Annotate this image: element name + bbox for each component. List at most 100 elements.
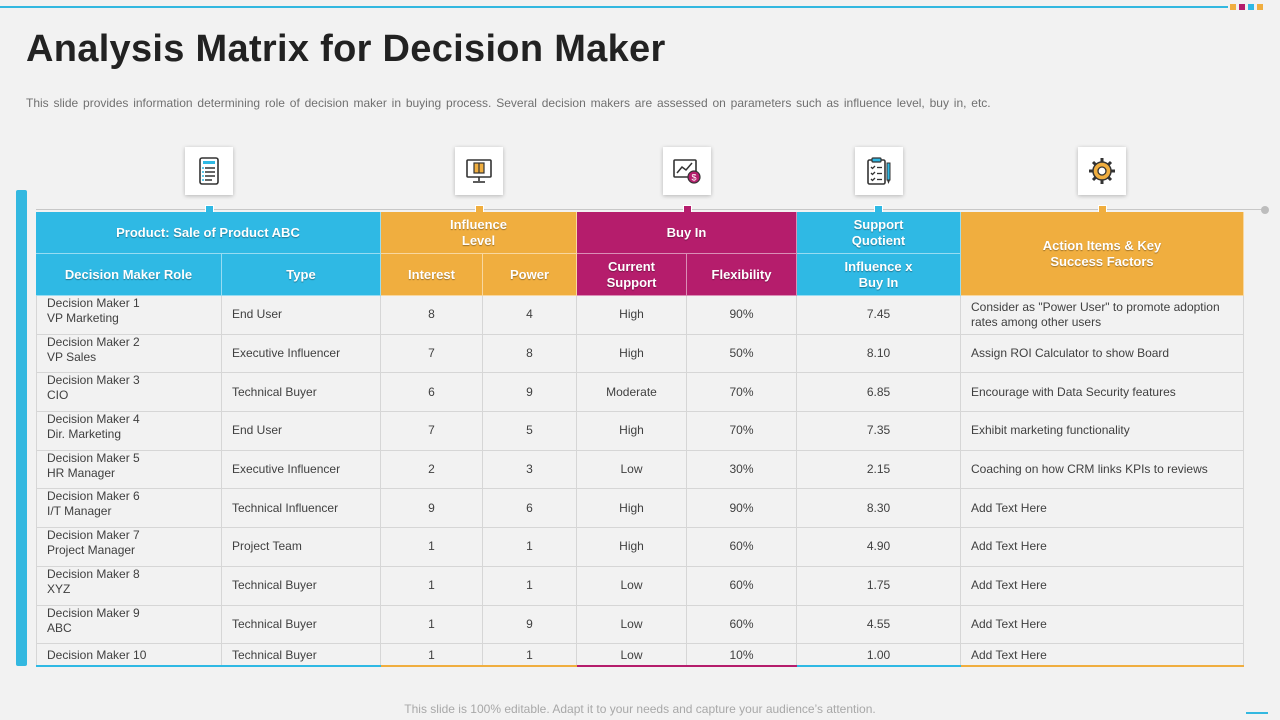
cell-interest: 1 [381, 644, 483, 668]
cell-support: High [577, 528, 687, 567]
cell-type: Project Team [222, 528, 381, 567]
header-action-items-text: Action Items & Key Success Factors [1042, 237, 1162, 269]
decision-maker-name: Decision Maker 9 [47, 605, 140, 620]
cell-action: Exhibit marketing functionality [961, 412, 1244, 451]
cell-quotient: 4.90 [797, 528, 961, 567]
header-flexibility: Flexibility [687, 254, 797, 296]
cell-flex: 50% [687, 334, 797, 374]
chart-money-icon: $ [663, 147, 711, 195]
decision-maker-name: Decision Maker 8 [47, 566, 140, 581]
cell-role: Decision Maker 8 XYZ [36, 566, 222, 606]
cell-power: 5 [483, 412, 577, 451]
cell-action: Add Text Here [961, 605, 1244, 645]
cell-support: Low [577, 644, 687, 668]
header-influence-x-buy-in: Influence x Buy In [797, 254, 961, 296]
cell-action: Add Text Here [961, 644, 1244, 668]
cell-type: Executive Influencer [222, 334, 381, 374]
decision-maker-title: CIO [47, 388, 69, 403]
header-action-items: Action Items & Key Success Factors [961, 212, 1244, 296]
decision-maker-title: VP Marketing [47, 311, 119, 325]
decision-maker-title: I/T Manager [47, 504, 112, 519]
cell-interest: 8 [381, 296, 483, 335]
cell-action: Encourage with Data Security features [961, 373, 1244, 413]
cell-power: 9 [483, 373, 577, 413]
cell-power: 9 [483, 605, 577, 645]
decision-maker-name: Decision Maker 4 [47, 412, 140, 427]
cell-type: End User [222, 412, 381, 451]
svg-text:$: $ [691, 173, 696, 183]
cell-type: Executive Influencer [222, 450, 381, 490]
cell-quotient: 8.30 [797, 489, 961, 529]
gear-head-icon [1078, 147, 1126, 195]
cell-action: Add Text Here [961, 528, 1244, 567]
top-accent-dots [1230, 4, 1263, 10]
cell-flex: 70% [687, 412, 797, 451]
decision-maker-name: Decision Maker 10 [47, 648, 147, 663]
decision-maker-title: HR Manager [47, 465, 116, 480]
cell-support: Low [577, 605, 687, 645]
header-buy-in: Buy In [577, 212, 797, 254]
cell-interest: 7 [381, 334, 483, 374]
cell-support: Moderate [577, 373, 687, 413]
cell-support: High [577, 334, 687, 374]
document-list-icon [185, 147, 233, 195]
cell-interest: 2 [381, 450, 483, 490]
decision-maker-name: Decision Maker 1 [47, 296, 140, 310]
top-accent-line [0, 6, 1228, 8]
corner-accent-line [1246, 712, 1268, 714]
decision-maker-name: Decision Maker 5 [47, 450, 140, 465]
cell-quotient: 1.75 [797, 566, 961, 606]
cell-support: Low [577, 566, 687, 606]
cell-flex: 90% [687, 489, 797, 529]
decision-maker-name: Decision Maker 7 [47, 528, 140, 543]
cell-flex: 90% [687, 296, 797, 335]
cell-action: Add Text Here [961, 566, 1244, 606]
cell-interest: 1 [381, 605, 483, 645]
page-subtitle: This slide provides information determin… [26, 96, 991, 110]
decision-maker-name: Decision Maker 3 [47, 373, 140, 388]
header-power: Power [483, 254, 577, 296]
cell-power: 1 [483, 528, 577, 567]
header-influence-level-text: Influence Level [449, 216, 508, 248]
decision-maker-title: VP Sales [47, 349, 97, 364]
cell-flex: 60% [687, 566, 797, 606]
cell-interest: 1 [381, 566, 483, 606]
cell-interest: 7 [381, 412, 483, 451]
cell-flex: 70% [687, 373, 797, 413]
cell-quotient: 2.15 [797, 450, 961, 490]
cell-type: Technical Influencer [222, 489, 381, 529]
cell-quotient: 6.85 [797, 373, 961, 413]
header-product: Product: Sale of Product ABC [36, 212, 381, 254]
cell-power: 6 [483, 489, 577, 529]
cell-quotient: 7.35 [797, 412, 961, 451]
cell-role: Decision Maker 9 ABC [36, 605, 222, 645]
cell-role: Decision Maker 6 I/T Manager [36, 489, 222, 529]
connector-line [36, 209, 1264, 210]
monitor-box-icon [455, 147, 503, 195]
cell-flex: 30% [687, 450, 797, 490]
cell-interest: 9 [381, 489, 483, 529]
cell-support: High [577, 296, 687, 335]
cell-flex: 10% [687, 644, 797, 668]
cell-action: Add Text Here [961, 489, 1244, 529]
header-role: Decision Maker Role [36, 254, 222, 296]
cell-role: Decision Maker 1 VP Marketing [36, 296, 222, 335]
decision-maker-title: ABC [47, 620, 72, 635]
cell-power: 3 [483, 450, 577, 490]
decision-maker-title: XYZ [47, 581, 71, 596]
cell-action: Assign ROI Calculator to show Board [961, 334, 1244, 374]
connector-end-dot [1261, 206, 1269, 214]
cell-action: Coaching on how CRM links KPIs to review… [961, 450, 1244, 490]
page-title: Analysis Matrix for Decision Maker [26, 28, 666, 70]
header-type: Type [222, 254, 381, 296]
header-current-support: Current Support [577, 254, 687, 296]
left-accent-bar [16, 190, 27, 666]
cell-type: Technical Buyer [222, 605, 381, 645]
cell-flex: 60% [687, 605, 797, 645]
cell-flex: 60% [687, 528, 797, 567]
cell-power: 4 [483, 296, 577, 335]
cell-type: Technical Buyer [222, 566, 381, 606]
cell-action: Consider as "Power User" to promote adop… [961, 296, 1244, 335]
decision-matrix-table: Product: Sale of Product ABC Influence L… [36, 212, 1244, 668]
header-influence-level: Influence Level [381, 212, 577, 254]
